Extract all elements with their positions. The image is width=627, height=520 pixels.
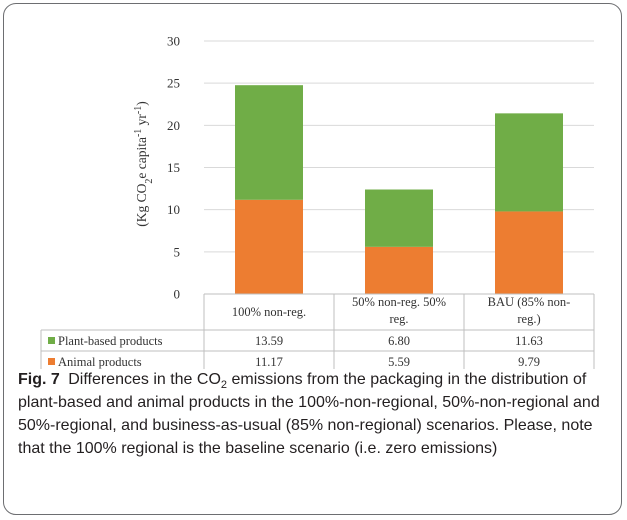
y-tick-label-10: 10 (167, 202, 180, 217)
category-label-1-line-1: reg. (389, 312, 408, 326)
bar-animal-0 (235, 199, 303, 294)
bar-animal-1 (365, 246, 433, 294)
figure-frame: 0 5 10 15 20 25 30 100% non-reg. 50% non-reg. 50… (3, 3, 622, 515)
caption-text-start: Differences in the CO (68, 371, 221, 388)
table-value-plant-2: 11.63 (515, 334, 543, 348)
y-tick-label-15: 15 (167, 160, 180, 175)
table-value-animal-1: 5.59 (388, 355, 410, 369)
category-label-0-line-0: 100% non-reg. (232, 305, 306, 319)
legend-key-plant (48, 337, 55, 344)
y-tick-label-20: 20 (167, 118, 180, 133)
y-tick-label-0: 0 (174, 287, 181, 302)
caption-text-rest: emissions from the packaging in the dist… (18, 371, 600, 457)
bar-plant-1 (365, 189, 433, 247)
category-label-2-line-0: BAU (85% non- (488, 295, 571, 309)
legend-key-animal (48, 358, 55, 365)
table-value-plant-0: 13.59 (255, 334, 283, 348)
y-axis-label: (Kg CO2e capita-1 yr-1) (133, 101, 155, 227)
stacked-bar-chart: 0 5 10 15 20 25 30 100% non-reg. 50% non-reg. 50… (40, 34, 595, 369)
bar-animal-2 (495, 211, 563, 294)
category-label-1-line-0: 50% non-reg. 50% (352, 295, 446, 309)
y-tick-label-30: 30 (167, 34, 180, 49)
legend-label-plant: Plant-based products (58, 334, 163, 348)
figure-label: Fig. 7 (18, 371, 60, 388)
table-value-plant-1: 6.80 (388, 334, 410, 348)
figure-caption: Fig. 7 Differences in the CO2 emissions … (18, 368, 614, 460)
bar-plant-0 (235, 85, 303, 200)
legend-label-animal: Animal products (58, 355, 142, 369)
table-value-animal-2: 9.79 (518, 355, 540, 369)
y-tick-label-25: 25 (167, 76, 180, 91)
category-label-2-line-1: reg.) (517, 312, 540, 326)
y-tick-label-5: 5 (174, 244, 181, 259)
bar-plant-2 (495, 113, 563, 212)
caption-subscript: 2 (220, 379, 228, 392)
table-value-animal-0: 11.17 (255, 355, 283, 369)
